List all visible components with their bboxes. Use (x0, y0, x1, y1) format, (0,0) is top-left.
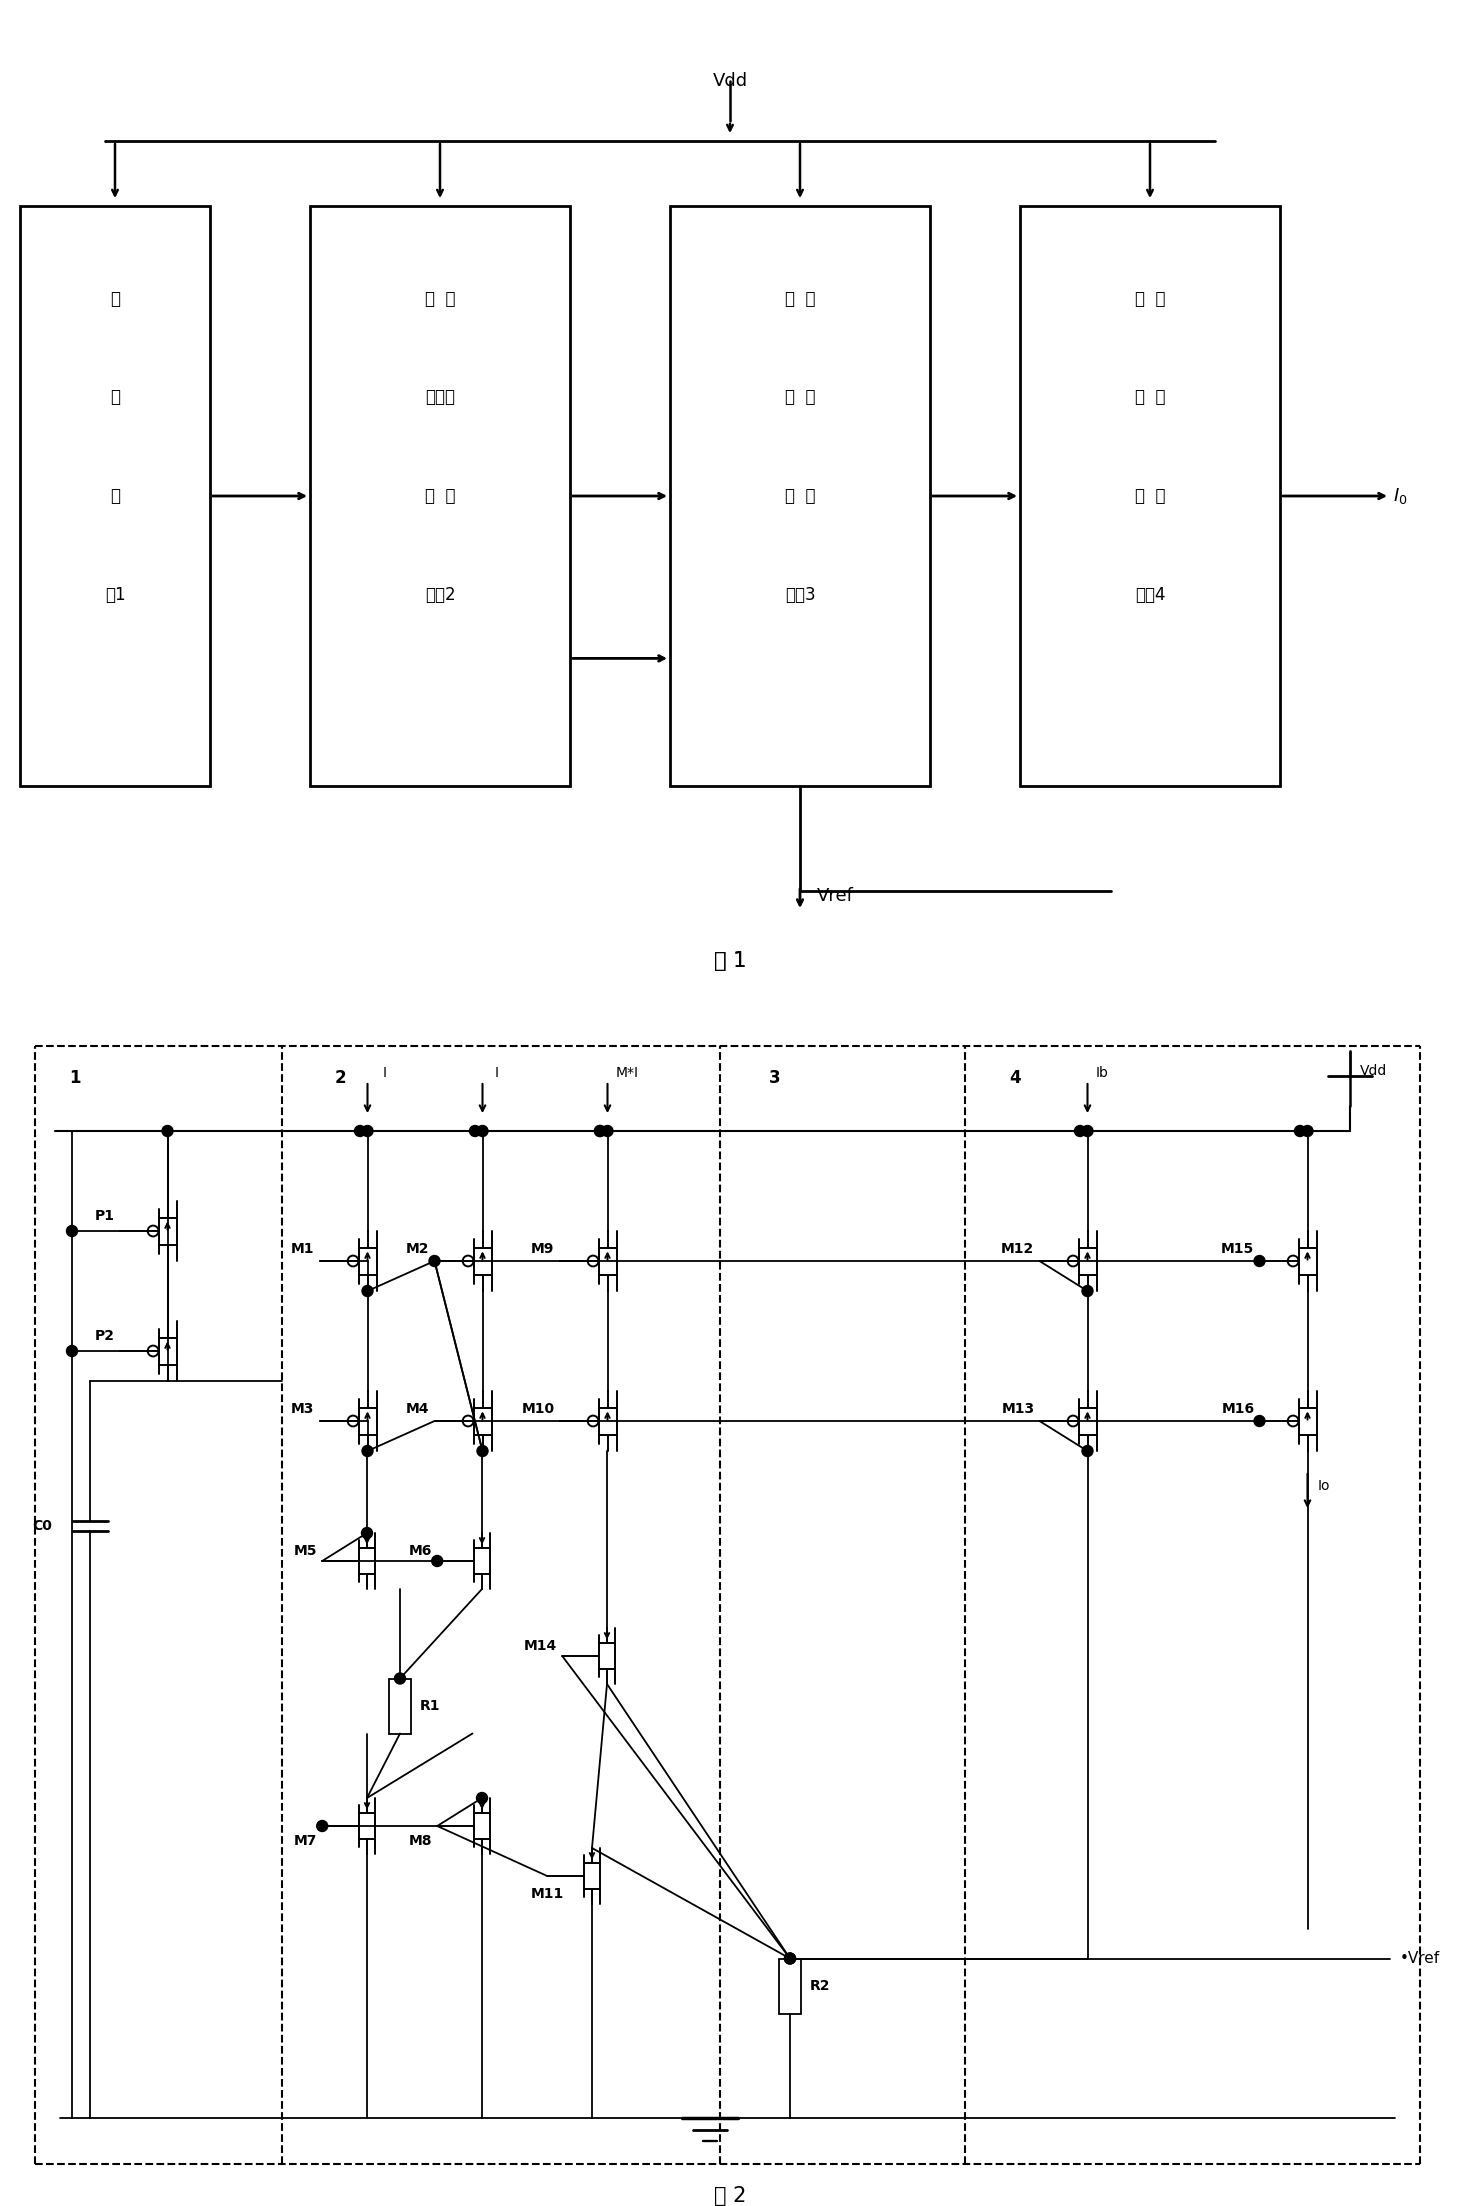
Circle shape (1083, 1445, 1093, 1456)
Text: M1: M1 (291, 1242, 314, 1255)
Text: •Vref: •Vref (1400, 1950, 1441, 1966)
Text: 动: 动 (110, 388, 120, 406)
Text: Vdd: Vdd (1360, 1063, 1388, 1079)
Text: 3: 3 (768, 1070, 780, 1088)
Text: 图 1: 图 1 (714, 951, 747, 971)
Circle shape (67, 1346, 77, 1357)
Circle shape (362, 1125, 373, 1136)
Text: M11: M11 (530, 1886, 564, 1902)
Circle shape (1083, 1125, 1093, 1136)
Text: M12: M12 (1001, 1242, 1034, 1255)
Text: M5: M5 (294, 1544, 317, 1557)
Bar (20, 205, 210, 785)
Text: M9: M9 (532, 1242, 555, 1255)
Circle shape (1294, 1125, 1306, 1136)
Circle shape (1074, 1125, 1086, 1136)
Text: Ib: Ib (1096, 1065, 1109, 1081)
Circle shape (476, 1125, 488, 1136)
Text: M6: M6 (409, 1544, 432, 1557)
Circle shape (1254, 1416, 1265, 1427)
Text: M13: M13 (1001, 1403, 1034, 1416)
Text: M3: M3 (291, 1403, 314, 1416)
Text: Vref: Vref (817, 887, 853, 904)
Text: P2: P2 (95, 1328, 114, 1343)
Text: M2: M2 (406, 1242, 430, 1255)
Text: C0: C0 (32, 1520, 53, 1533)
Circle shape (469, 1125, 481, 1136)
Text: Io: Io (1318, 1478, 1330, 1493)
Text: 电路2: 电路2 (425, 585, 456, 604)
Circle shape (431, 1555, 443, 1566)
Text: 置电流: 置电流 (425, 388, 454, 406)
Circle shape (595, 1125, 605, 1136)
Text: 电: 电 (110, 488, 120, 505)
Circle shape (361, 1527, 373, 1538)
Circle shape (602, 1125, 614, 1136)
Circle shape (785, 1952, 795, 1963)
Circle shape (476, 1445, 488, 1456)
Circle shape (430, 1255, 440, 1266)
Circle shape (362, 1286, 373, 1297)
Bar (389, 1679, 411, 1734)
Text: 启: 启 (110, 289, 120, 309)
Circle shape (355, 1125, 365, 1136)
Text: 图 2: 图 2 (714, 2186, 747, 2206)
Circle shape (785, 1952, 795, 1963)
Text: M14: M14 (524, 1639, 557, 1652)
Circle shape (394, 1672, 406, 1683)
Text: I: I (383, 1065, 387, 1081)
Text: 产  生: 产 生 (1135, 488, 1166, 505)
Text: 电  流: 电 流 (1135, 388, 1166, 406)
Text: 基  准: 基 准 (1135, 289, 1166, 309)
Text: M10: M10 (522, 1403, 555, 1416)
Text: R1: R1 (419, 1699, 440, 1714)
Text: 2: 2 (335, 1070, 346, 1088)
Circle shape (476, 1793, 488, 1805)
Text: 电路4: 电路4 (1135, 585, 1166, 604)
Circle shape (1302, 1125, 1313, 1136)
Circle shape (595, 1125, 605, 1136)
Text: M*I: M*I (615, 1065, 638, 1081)
Text: 路1: 路1 (105, 585, 126, 604)
Text: 1: 1 (69, 1070, 80, 1088)
Circle shape (362, 1445, 373, 1456)
Text: 电  压: 电 压 (785, 388, 815, 406)
Text: M16: M16 (1221, 1403, 1255, 1416)
Text: 4: 4 (1010, 1070, 1021, 1088)
Text: Vdd: Vdd (713, 73, 748, 90)
Text: M8: M8 (409, 1833, 432, 1849)
Circle shape (317, 1820, 327, 1831)
Text: $I_0$: $I_0$ (1392, 485, 1407, 505)
Text: M4: M4 (406, 1403, 430, 1416)
Bar (310, 205, 570, 785)
Text: P1: P1 (95, 1209, 114, 1222)
Text: 产  生: 产 生 (425, 488, 456, 505)
Text: R2: R2 (809, 1979, 830, 1992)
Circle shape (1083, 1286, 1093, 1297)
Bar (779, 1959, 801, 2014)
Text: M15: M15 (1221, 1242, 1255, 1255)
Circle shape (1254, 1255, 1265, 1266)
Bar (1020, 205, 1280, 785)
Text: M7: M7 (294, 1833, 317, 1849)
Bar (671, 205, 931, 785)
Circle shape (162, 1125, 172, 1136)
Circle shape (67, 1227, 77, 1238)
Text: 図 1: 図 1 (714, 951, 747, 971)
Text: 主  偏: 主 偏 (425, 289, 456, 309)
Text: I: I (494, 1065, 498, 1081)
Text: 电路3: 电路3 (785, 585, 815, 604)
Text: 产  生: 产 生 (785, 488, 815, 505)
Text: 基  准: 基 准 (785, 289, 815, 309)
